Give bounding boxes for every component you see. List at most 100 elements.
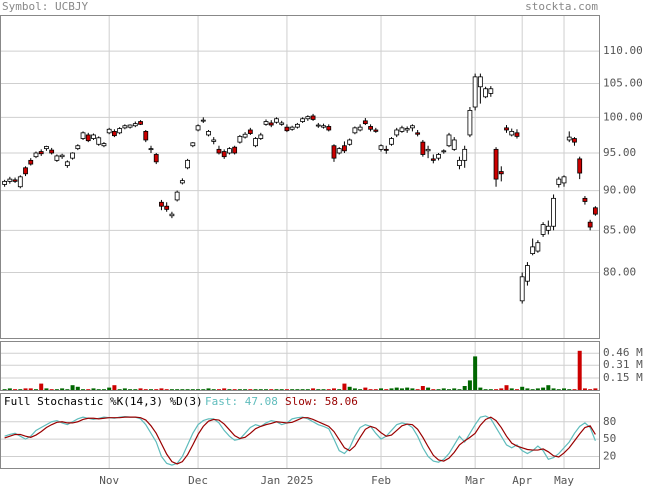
volume-bar <box>494 389 499 390</box>
candle-body <box>368 126 373 130</box>
volume-bar <box>342 383 347 390</box>
volume-bar <box>284 389 289 390</box>
volume-bar <box>551 388 556 390</box>
volume-bar <box>222 388 227 390</box>
volume-bar <box>588 389 593 390</box>
candle-body <box>49 149 55 154</box>
volume-bar <box>410 388 415 390</box>
volume-bar <box>138 388 143 390</box>
candle-body <box>420 141 426 155</box>
candle-body <box>394 129 400 136</box>
candle-body <box>284 126 290 132</box>
candle-body <box>462 148 468 161</box>
candle-body <box>38 151 44 155</box>
volume-bar <box>44 388 49 390</box>
candle-body <box>300 118 306 122</box>
candle-body <box>477 76 483 88</box>
volume-bar <box>133 389 138 390</box>
volume-bar <box>326 389 331 390</box>
volume-bar <box>86 389 91 390</box>
volume-bar <box>54 389 59 390</box>
volume-bar <box>331 388 336 390</box>
volume-bar <box>525 388 530 390</box>
volume-bar <box>556 389 561 390</box>
volume-bar <box>60 388 65 390</box>
volume-bar <box>201 389 206 390</box>
volume-bar <box>159 388 164 390</box>
x-tick-label: Apr <box>512 474 532 486</box>
candle-body <box>436 154 441 159</box>
candle-body <box>59 154 65 158</box>
candle-body <box>143 130 149 141</box>
volume-bar <box>117 389 122 390</box>
candle-body <box>185 159 190 169</box>
candle-body <box>519 276 525 302</box>
candle-body <box>247 129 253 134</box>
volume-bar <box>546 385 551 390</box>
candle-body <box>289 126 295 130</box>
candle-body <box>263 121 269 125</box>
candle-body <box>451 139 457 150</box>
volume-bar <box>337 389 342 390</box>
candle-body <box>237 135 243 143</box>
candle-body <box>227 148 232 154</box>
volume-bar <box>582 388 587 390</box>
y-tick-label: 0.46 M <box>603 346 643 359</box>
volume-bar <box>23 388 28 390</box>
site-label: stockta.com <box>525 0 598 13</box>
candle-body <box>127 124 133 128</box>
volume-bar <box>541 387 546 390</box>
volume-bar <box>379 388 384 390</box>
candle-body <box>232 146 238 154</box>
volume-bar <box>264 389 269 390</box>
y-tick-label: 105.00 <box>603 76 643 89</box>
volume-bar <box>389 388 394 390</box>
candle-body <box>373 129 379 132</box>
x-tick-label: Nov <box>99 474 119 486</box>
candle-body <box>117 128 123 134</box>
candle-body <box>347 139 353 145</box>
legend-label: Slow: 58.06 <box>285 395 358 408</box>
candle-body <box>159 201 164 207</box>
candle-body <box>122 125 128 129</box>
candle-body <box>535 242 541 252</box>
volume-bar <box>290 389 295 390</box>
candle-body <box>551 197 556 227</box>
volume-bar <box>122 388 127 390</box>
volume-bar <box>316 389 321 390</box>
candle-body <box>148 148 154 151</box>
y-tick-label: 80 <box>603 415 616 428</box>
candle-body <box>23 167 28 175</box>
volume-bar <box>509 388 514 390</box>
candle-body <box>342 145 347 152</box>
candle-body <box>132 123 138 127</box>
volume-bar <box>431 389 436 390</box>
candle-body <box>195 125 201 131</box>
volume-bar <box>180 389 185 390</box>
candle-body <box>33 152 39 158</box>
volume-bar <box>185 389 190 390</box>
volume-bar <box>363 387 368 390</box>
volume-bar <box>232 389 237 390</box>
candle-body <box>498 171 504 175</box>
volume-bar <box>311 388 316 390</box>
price-panel <box>0 15 600 339</box>
candle-body <box>446 134 452 147</box>
volume-bar <box>300 389 305 390</box>
volume-bar <box>75 386 80 390</box>
y-tick-label: 95.00 <box>603 146 636 159</box>
candle-body <box>216 148 222 154</box>
volume-bar <box>593 388 598 390</box>
volume-bar <box>467 380 472 390</box>
candle-body <box>211 139 217 142</box>
volume-bar <box>562 388 567 390</box>
candle-body <box>404 128 410 131</box>
candle-body <box>106 128 112 134</box>
volume-bar <box>274 389 279 390</box>
candle-body <box>294 123 300 128</box>
volume-bar <box>520 386 525 390</box>
volume-bar <box>149 389 153 390</box>
volume-bar <box>190 389 195 390</box>
volume-bar <box>399 388 404 390</box>
